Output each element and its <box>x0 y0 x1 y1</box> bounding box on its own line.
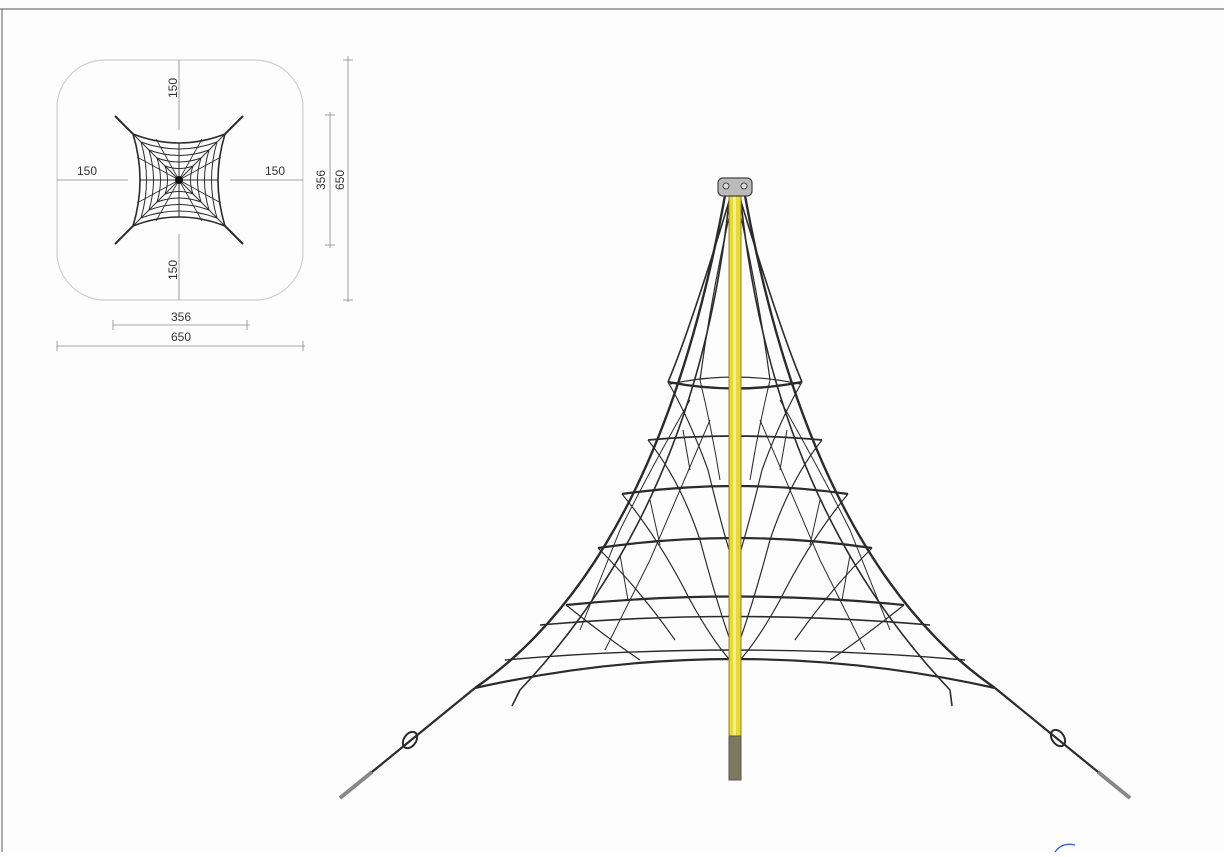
central-pole <box>717 177 753 781</box>
dim-top-clearance: 150 <box>166 78 180 98</box>
dim-net-height: 356 <box>314 170 328 190</box>
dim-net-width: 356 <box>171 310 191 324</box>
rope-pyramid-elevation-icon <box>338 189 1132 800</box>
dim-total-width: 650 <box>171 330 191 344</box>
pole-foot <box>728 735 742 781</box>
dim-left-clearance: 150 <box>77 164 97 178</box>
dim-right-clearance: 150 <box>265 164 285 178</box>
dim-bottom-clearance: 150 <box>166 260 180 280</box>
dim-total-height: 650 <box>333 170 347 190</box>
pole-top-cap <box>717 177 753 197</box>
handwritten-mark-icon <box>1054 843 1076 853</box>
plan-view: 150 150 150 150 356 650 356 650 <box>56 56 353 351</box>
rope-net-plan-icon <box>114 115 244 245</box>
